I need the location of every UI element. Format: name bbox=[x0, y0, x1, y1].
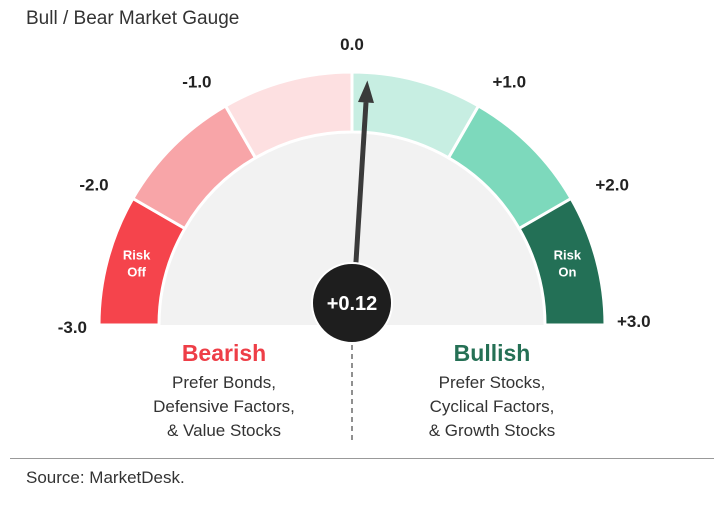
value-bubble bbox=[311, 262, 393, 344]
bearish-heading: Bearish bbox=[181, 340, 267, 366]
tick-label: +1.0 bbox=[493, 73, 527, 92]
gauge-inner bbox=[160, 133, 544, 325]
chart-title: Bull / Bear Market Gauge bbox=[26, 8, 240, 29]
segment-label: Risk On bbox=[554, 247, 582, 279]
gauge-chart: Risk Off Risk On -3.0 -2.0 -1.0 0.0 +1.0 +2.0 +3.0… bbox=[58, 35, 651, 443]
tick-label: -1.0 bbox=[182, 73, 211, 92]
bearish-panel: Bearish Prefer Bonds, Defensive Factors,… bbox=[104, 340, 344, 443]
bullish-heading: Bullish bbox=[453, 340, 531, 366]
gauge-segment bbox=[517, 196, 607, 327]
tick-label: +3.0 bbox=[617, 312, 651, 331]
tick-label: +2.0 bbox=[595, 176, 629, 195]
bullish-description: Prefer Stocks, Cyclical Factors, & Growt… bbox=[428, 373, 556, 440]
tick-label: -2.0 bbox=[79, 176, 108, 195]
source-note: Source: MarketDesk. bbox=[26, 468, 185, 487]
needle-head bbox=[358, 80, 374, 103]
tick-label: -3.0 bbox=[58, 318, 87, 337]
footer-divider bbox=[10, 458, 714, 459]
bearish-description: Prefer Bonds, Defensive Factors, & Value… bbox=[153, 373, 295, 440]
bullish-panel: Bullish Prefer Stocks, Cyclical Factors,… bbox=[372, 340, 612, 443]
value-label: +0.12 bbox=[327, 293, 378, 315]
tick-label: 0.0 bbox=[340, 35, 364, 54]
segment-label: Risk Off bbox=[123, 247, 151, 279]
